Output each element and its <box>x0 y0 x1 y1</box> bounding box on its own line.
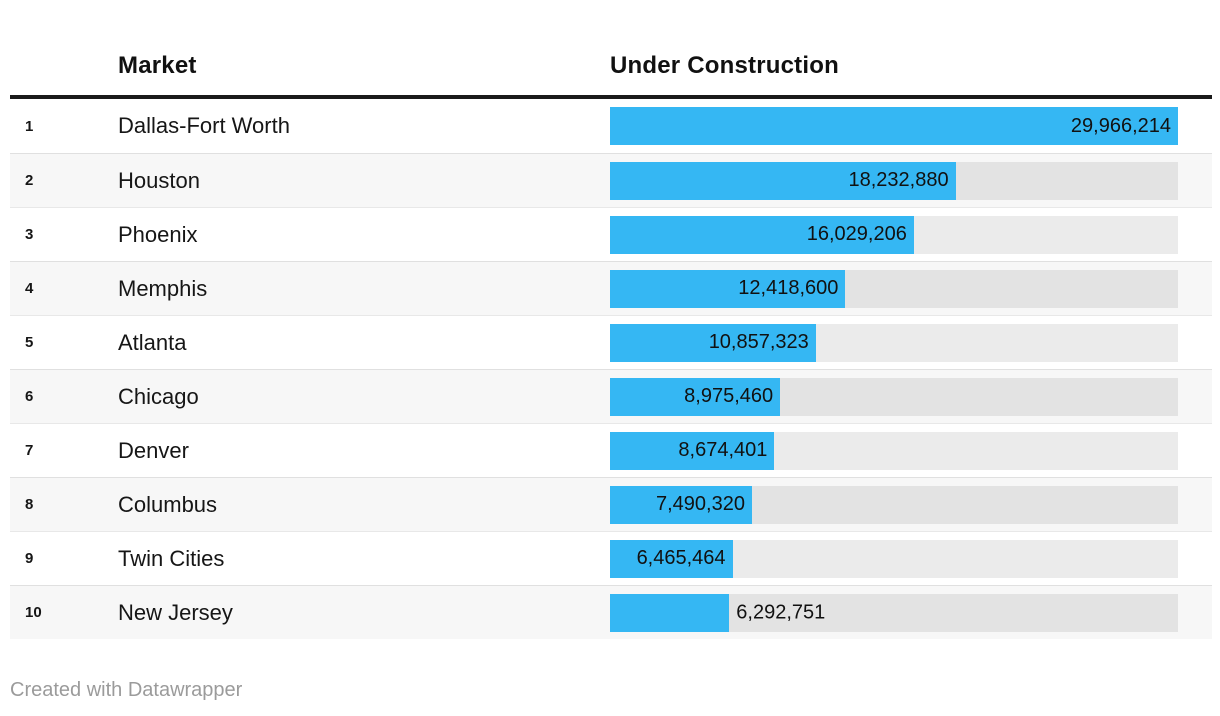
bar-track: 10,857,323 <box>610 323 1178 362</box>
bar-value-label: 12,418,600 <box>738 277 839 299</box>
market-cell: New Jersey <box>118 599 233 625</box>
bar-table: Market Under Construction 1 Dallas-Fort W… <box>10 0 1212 639</box>
header-divider <box>10 95 1212 99</box>
bar-value-label: 8,674,401 <box>678 439 768 461</box>
bar-value-label: 8,975,460 <box>684 385 774 407</box>
table-row: 4 Memphis 12,418,600 <box>10 261 1212 315</box>
table-header-row: Market Under Construction <box>10 0 1212 95</box>
market-cell: Columbus <box>118 491 218 517</box>
bar: 7,490,320 <box>610 485 752 524</box>
bar-value-label: 6,292,751 <box>736 601 826 623</box>
bar-value-label: 6,465,464 <box>636 547 726 569</box>
table-row: 7 Denver 8,674,401 <box>10 423 1212 477</box>
rank-cell: 2 <box>25 172 34 189</box>
bar-cell: 8,975,460 <box>610 377 1212 416</box>
bar-cell: 29,966,214 <box>610 107 1212 145</box>
bar: 12,418,600 <box>610 269 846 308</box>
table-row: 6 Chicago 8,975,460 <box>10 369 1212 423</box>
market-cell: Phoenix <box>118 221 198 247</box>
rank-cell: 7 <box>25 442 34 459</box>
bar-cell: 7,490,320 <box>610 485 1212 524</box>
rank-cell: 6 <box>25 388 34 405</box>
market-cell: Dallas-Fort Worth <box>118 113 290 138</box>
bar-track: 29,966,214 <box>610 107 1178 145</box>
bar: 29,966,214 <box>610 107 1178 145</box>
column-header-market: Market <box>118 52 197 79</box>
bar-value-label: 10,857,323 <box>708 331 809 353</box>
bar-value-label: 18,232,880 <box>848 169 949 191</box>
bar-track: 16,029,206 <box>610 215 1178 254</box>
market-cell: Houston <box>118 167 200 193</box>
market-cell: Twin Cities <box>118 545 225 571</box>
bar-cell: 8,674,401 <box>610 431 1212 470</box>
bar-value-label: 29,966,214 <box>1070 114 1171 137</box>
bar <box>610 593 730 632</box>
bar-track: 7,490,320 <box>610 485 1178 524</box>
bar: 18,232,880 <box>610 161 956 200</box>
bar-track: 6,465,464 <box>610 539 1178 578</box>
bar: 6,465,464 <box>610 539 733 578</box>
datawrapper-credit-link[interactable]: Created with Datawrapper <box>10 679 243 701</box>
table-row: 9 Twin Cities 6,465,464 <box>10 531 1212 585</box>
bar: 10,857,323 <box>610 323 816 362</box>
bar-track: 18,232,880 <box>610 161 1178 200</box>
bar-cell: 6,292,751 <box>610 593 1212 632</box>
bar-track: 12,418,600 <box>610 269 1178 308</box>
column-header-under-construction: Under Construction <box>610 52 839 79</box>
bar-cell: 18,232,880 <box>610 161 1212 200</box>
rank-cell: 10 <box>25 604 42 621</box>
bar-value-label: 7,490,320 <box>655 493 745 515</box>
bar-track: 6,292,751 <box>610 593 1178 632</box>
table-row: 10 New Jersey 6,292,751 <box>10 585 1212 639</box>
table-row: 8 Columbus 7,490,320 <box>10 477 1212 531</box>
market-cell: Atlanta <box>118 329 187 355</box>
rank-cell: 9 <box>25 550 34 567</box>
bar-cell: 10,857,323 <box>610 323 1212 362</box>
table-row: 5 Atlanta 10,857,323 <box>10 315 1212 369</box>
bar: 8,674,401 <box>610 431 775 470</box>
table-row: 1 Dallas-Fort Worth 29,966,214 <box>10 99 1212 153</box>
bar-value-label: 16,029,206 <box>806 223 907 245</box>
table-row: 2 Houston 18,232,880 <box>10 153 1212 207</box>
bar-cell: 12,418,600 <box>610 269 1212 308</box>
bar-track: 8,674,401 <box>610 431 1178 470</box>
bar-cell: 6,465,464 <box>610 539 1212 578</box>
bar-track: 8,975,460 <box>610 377 1178 416</box>
market-cell: Memphis <box>118 275 208 301</box>
table-row: 3 Phoenix 16,029,206 <box>10 207 1212 261</box>
rank-cell: 4 <box>25 280 34 297</box>
market-cell: Denver <box>118 437 189 463</box>
rank-cell: 5 <box>25 334 34 351</box>
table-body: 1 Dallas-Fort Worth 29,966,214 2 Houston 18,2… <box>10 99 1212 639</box>
bar-cell: 16,029,206 <box>610 215 1212 254</box>
rank-cell: 1 <box>25 117 34 135</box>
bar: 8,975,460 <box>610 377 781 416</box>
rank-cell: 8 <box>25 496 34 513</box>
rank-cell: 3 <box>25 226 34 243</box>
market-cell: Chicago <box>118 383 199 409</box>
bar: 16,029,206 <box>610 215 914 254</box>
